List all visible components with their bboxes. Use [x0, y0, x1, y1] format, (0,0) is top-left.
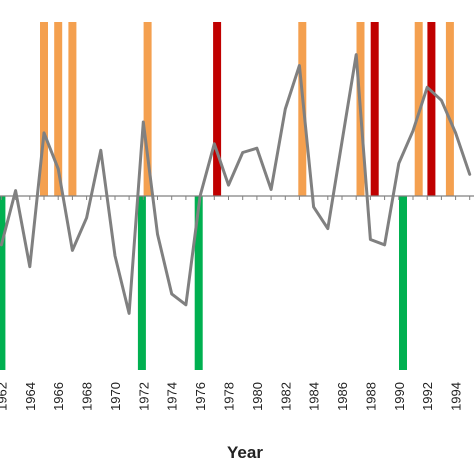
- event-bar-positive-moderate: [54, 22, 63, 196]
- x-tick-label: 1970: [108, 382, 123, 411]
- event-bar-positive-strong: [427, 22, 436, 196]
- series-line-group: [0, 53, 472, 315]
- x-tick-label: 1974: [165, 382, 180, 411]
- x-axis: [0, 195, 474, 200]
- event-bar-positive-moderate: [68, 22, 77, 196]
- event-bar-negative: [194, 196, 203, 370]
- x-tick-label: 1968: [80, 382, 95, 411]
- x-tick-label: 1962: [0, 382, 9, 411]
- event-bar-positive-moderate: [445, 22, 454, 196]
- event-bar-positive-strong: [370, 22, 379, 196]
- x-axis-title: Year: [227, 443, 263, 462]
- x-tick-label: 1980: [250, 382, 265, 411]
- event-bar-positive-moderate: [40, 22, 48, 196]
- series-line: [0, 53, 472, 315]
- x-tick-label: 1984: [307, 382, 322, 411]
- event-bar-negative: [399, 196, 407, 370]
- x-tick-label: 1976: [193, 382, 208, 411]
- x-tick-label: 1992: [420, 382, 435, 411]
- x-tick-labels: 1962 1964 1966 1968 1970 1972 1974 1976 1978 1980…: [0, 382, 464, 411]
- x-tick-label: 1986: [335, 382, 350, 411]
- x-tick-label: 1964: [23, 382, 38, 411]
- x-tick-label: 1972: [136, 382, 151, 411]
- x-tick-label: 1978: [222, 382, 237, 411]
- x-tick-label: 1994: [449, 382, 464, 411]
- x-tick-label: 1988: [363, 382, 378, 411]
- event-bar-negative: [137, 196, 146, 370]
- event-bar-positive-moderate: [143, 22, 152, 196]
- x-tick-label: 1966: [51, 382, 66, 411]
- event-bar-negative: [0, 196, 6, 370]
- x-tick-label: 1990: [392, 382, 407, 411]
- event-bar-positive-strong: [213, 22, 222, 196]
- x-tick-label: 1982: [278, 382, 293, 411]
